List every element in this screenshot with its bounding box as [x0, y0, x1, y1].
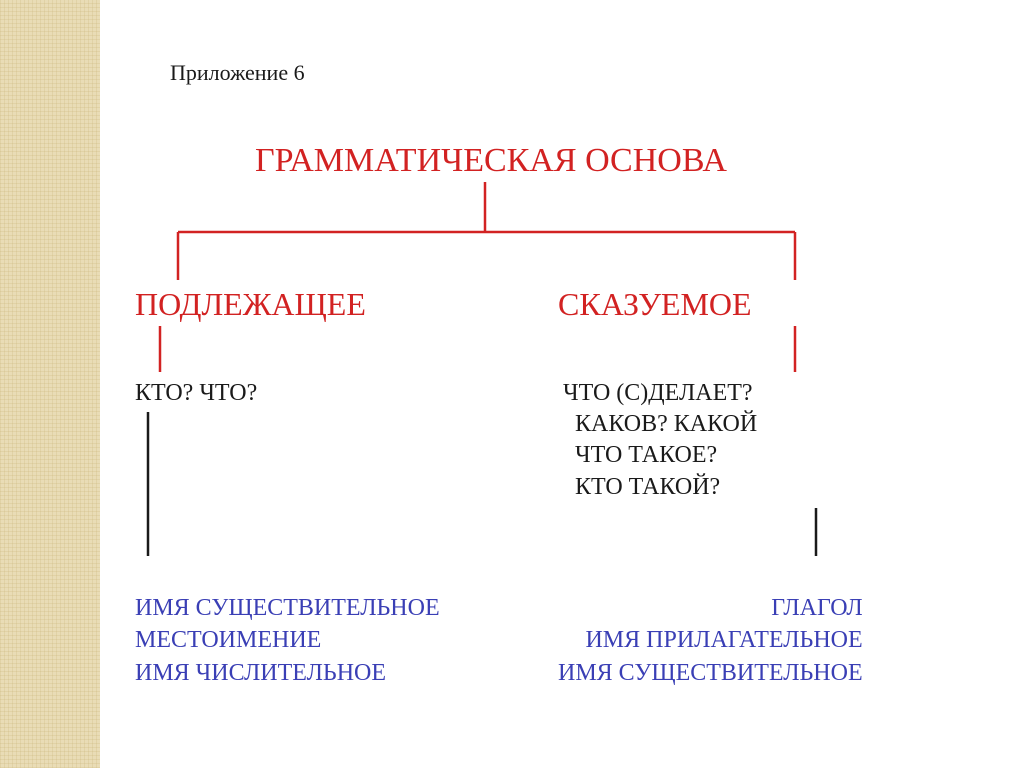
leaf-line: ИМЯ СУЩЕСТВИТЕЛЬНОЕ [558, 657, 863, 689]
leaf-line: ИМЯ СУЩЕСТВИТЕЛЬНОЕ [135, 592, 440, 624]
leaf-line: МЕСТОИМЕНИЕ [135, 624, 440, 656]
leaves-right: ГЛАГОЛИМЯ ПРИЛАГАТЕЛЬНОЕИМЯ СУЩЕСТВИТЕЛЬ… [558, 592, 863, 689]
leaf-line: ИМЯ ЧИСЛИТЕЛЬНОЕ [135, 657, 440, 689]
slide-page: Приложение 6 ГРАММАТИЧЕСКАЯ ОСНОВА ПОДЛЕ… [0, 0, 1024, 768]
left-texture-strip [0, 0, 100, 768]
leaves-left: ИМЯ СУЩЕСТВИТЕЛЬНОЕМЕСТОИМЕНИЕИМЯ ЧИСЛИТ… [135, 592, 440, 689]
leaf-line: ГЛАГОЛ [558, 592, 863, 624]
slide-content: Приложение 6 ГРАММАТИЧЕСКАЯ ОСНОВА ПОДЛЕ… [100, 0, 1024, 768]
leaf-line: ИМЯ ПРИЛАГАТЕЛЬНОЕ [558, 624, 863, 656]
